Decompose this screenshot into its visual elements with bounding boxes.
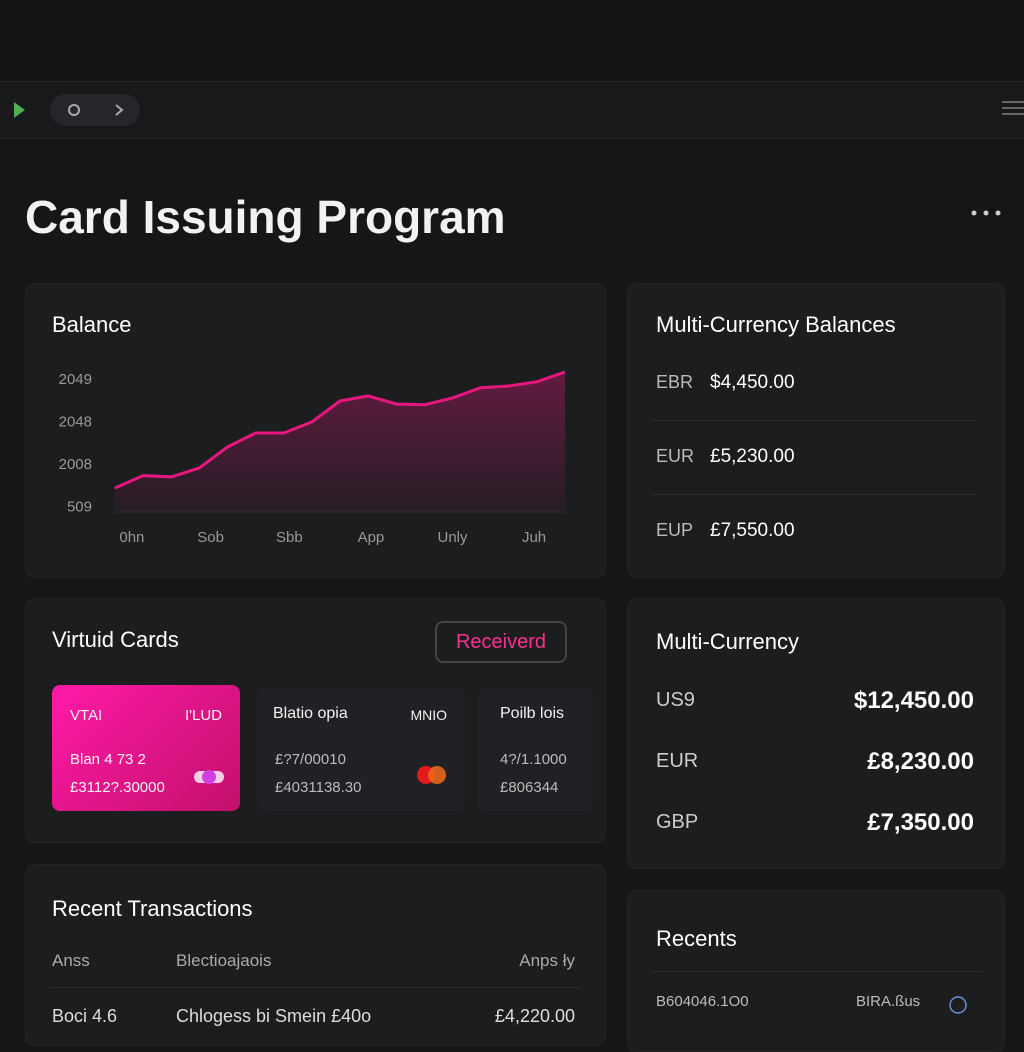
recent-item: BIRA.ßus [856, 993, 921, 1010]
toolbar [0, 81, 1024, 139]
currency-amount: $12,450.00 [853, 687, 974, 714]
balance-line [114, 370, 566, 490]
recent-item: B604046.1O0 [656, 993, 749, 1010]
status-icon [949, 996, 967, 1014]
currency-amount: £7,550.00 [710, 520, 795, 541]
x-tick-label: Sob [197, 529, 224, 546]
y-tick-label: 2048 [59, 413, 92, 430]
page-title: Card Issuing Program [25, 191, 506, 243]
column-header: Anps ły [519, 951, 575, 970]
y-tick-label: 509 [67, 499, 92, 516]
play-icon[interactable] [12, 100, 28, 120]
balance-area [115, 372, 565, 511]
x-tick-label: Juh [522, 529, 546, 546]
virtual-card[interactable]: Blatio opia MNIO £?7/00010 £4031138.30 [257, 687, 465, 811]
more-icon[interactable] [970, 208, 1002, 218]
top-bar [0, 0, 1024, 80]
x-tick-label: 0hn [119, 529, 144, 546]
virtual-cards-card: Virtuid Cards Receiverd VTAI I'LUD Blan … [25, 598, 606, 843]
card-title: Multi-Currency [656, 629, 800, 654]
y-tick-label: 2008 [59, 456, 92, 473]
card-title: Virtuid Cards [52, 627, 179, 652]
currency-code: EUR [656, 446, 695, 466]
x-tick-label: App [358, 529, 385, 546]
card-name: Poilb lois [500, 705, 565, 722]
currency-balances-card: Multi-Currency Balances EBR $4,450.00 EUR £… [627, 283, 1005, 578]
card-line: 4?/1.1000 [500, 751, 567, 768]
card-title: Balance [52, 312, 132, 337]
currency-code: GBP [656, 811, 699, 833]
nav-icons [68, 104, 124, 116]
multi-currency-card: Multi-Currency US9 $12,450.00 EUR £8,230.00… [627, 598, 1005, 869]
balance-chart: 509 2008 2048 2049 0hn Sob Sbb App Unly Juh [59, 370, 566, 546]
card-logo [194, 770, 224, 784]
card-title: Recent Transactions [52, 896, 253, 921]
table-cell: Boci 4.6 [52, 1006, 118, 1026]
mastercard-logo [417, 766, 446, 784]
card-name: Blatio opia [273, 705, 348, 722]
currency-code: EBR [656, 372, 694, 392]
nav-pill[interactable] [50, 94, 140, 126]
card-tag: I'LUD [184, 707, 222, 724]
column-header: Anss [52, 951, 90, 970]
recent-transactions-card: Recent Transactions Anss Blectioajaois Anp… [25, 864, 606, 1046]
x-tick-label: Unly [437, 529, 468, 546]
currency-code: EUP [656, 520, 694, 540]
currency-amount: £7,350.00 [867, 809, 974, 836]
column-header: Blectioajaois [176, 951, 272, 970]
currency-amount: $4,450.00 [710, 372, 795, 393]
table-cell: Chlogess bi Smein £40o [176, 1006, 372, 1026]
currency-code: US9 [656, 689, 695, 711]
card-line: £4031138.30 [275, 779, 362, 796]
card-title: Recents [656, 926, 737, 951]
virtual-card[interactable]: VTAI I'LUD Blan 4 73 2 £3112?.30000 [52, 685, 240, 811]
currency-code: EUR [656, 750, 699, 772]
menu-icon[interactable] [1002, 100, 1024, 116]
currency-amount: £5,230.00 [710, 446, 795, 467]
divider [652, 494, 978, 495]
table-cell: £4,220.00 [494, 1006, 575, 1026]
card-line: £3112?.30000 [70, 779, 165, 796]
divider [652, 971, 982, 972]
card-name: VTAI [70, 707, 103, 724]
card-line: Blan 4 73 2 [70, 751, 146, 768]
virtual-card[interactable]: Poilb lois 4?/1.1000 £806344 [478, 687, 593, 811]
currency-amount: £8,230.00 [867, 748, 974, 775]
card-line: £806344 [500, 779, 559, 796]
card-line: £?7/00010 [275, 751, 346, 768]
divider [50, 987, 580, 988]
card-tag: MNIO [410, 707, 447, 723]
divider [652, 420, 978, 421]
card-title: Multi-Currency Balances [656, 312, 896, 337]
received-button[interactable]: Receiverd [435, 621, 567, 663]
recents-card: Recents B604046.1O0 BIRA.ßus [627, 890, 1005, 1052]
x-tick-label: Sbb [276, 529, 303, 546]
y-tick-label: 2049 [59, 371, 92, 388]
